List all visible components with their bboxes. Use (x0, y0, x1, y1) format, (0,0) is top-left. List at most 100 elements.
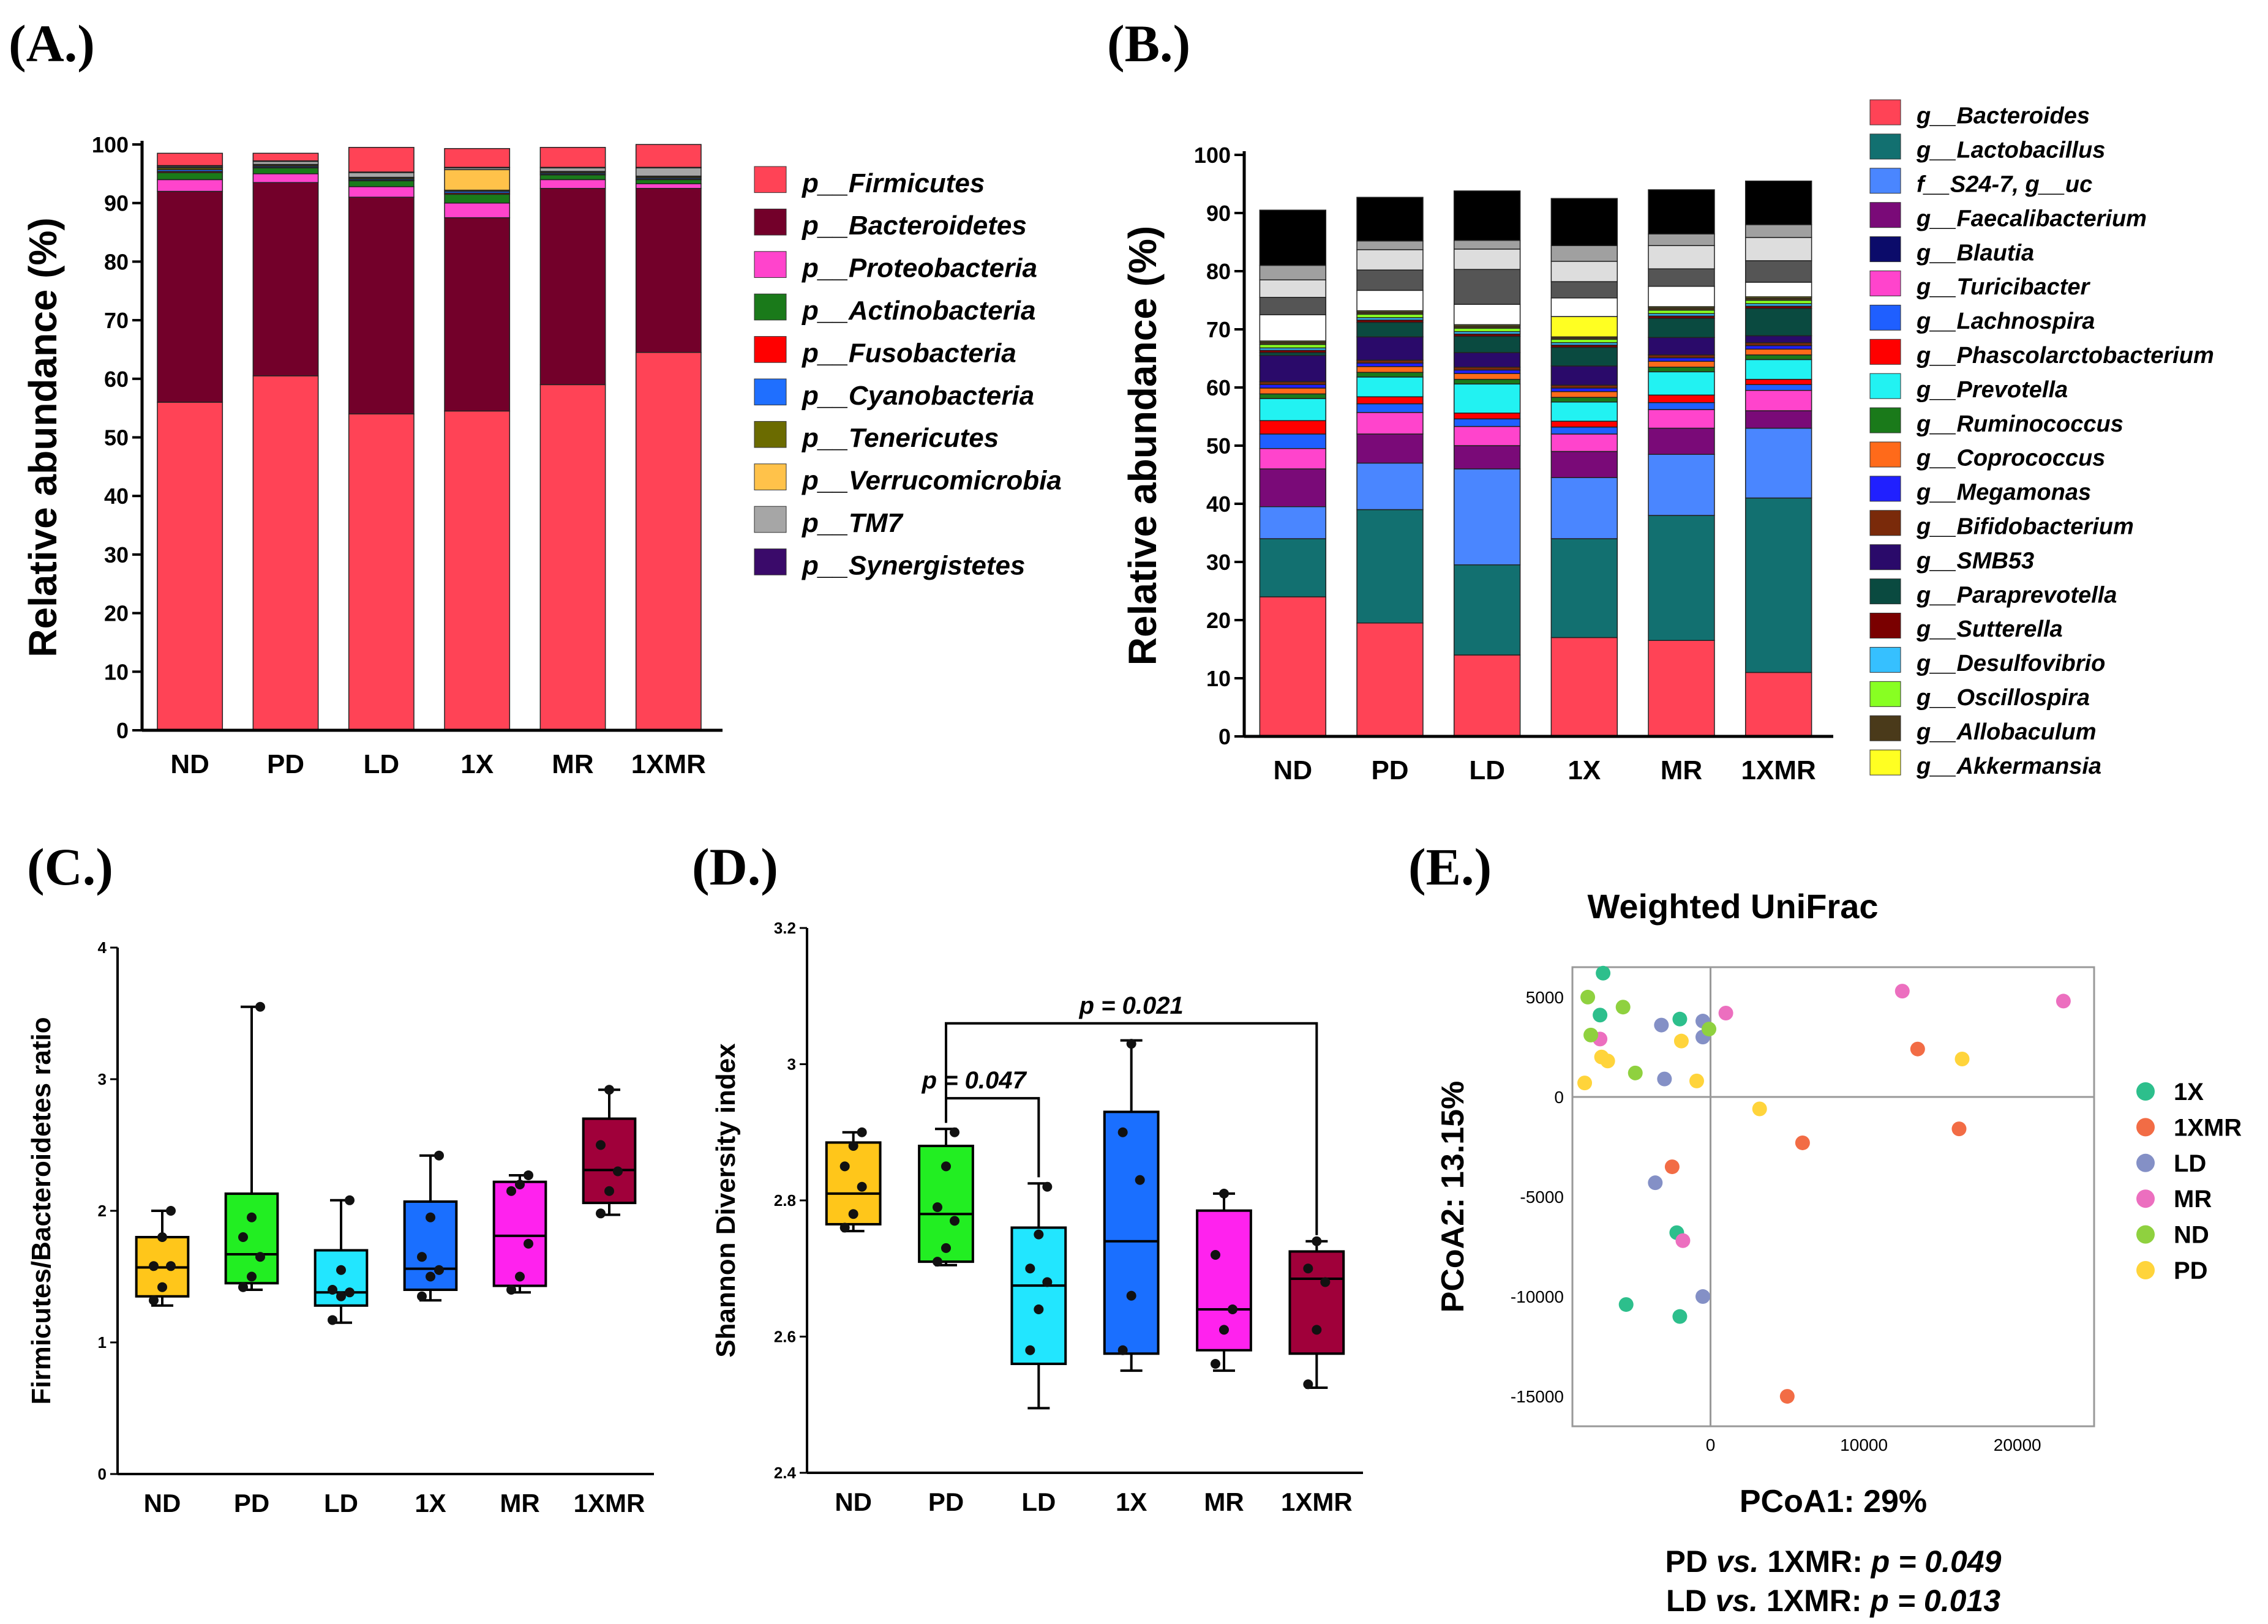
bar-segment (1453, 445, 1521, 470)
y-tick-label: 100 (1194, 143, 1231, 168)
bar-segment (1744, 308, 1812, 337)
bar-segment (1648, 409, 1715, 429)
bar-segment (1744, 345, 1812, 350)
bar-segment (1648, 402, 1715, 410)
data-point (848, 1141, 858, 1151)
data-point (1042, 1181, 1053, 1192)
panel-label-e: (E.) (1408, 837, 1492, 896)
y-tick-label: 30 (1206, 550, 1231, 575)
bar-segment (1744, 410, 1812, 429)
x-tick-label: PD (267, 749, 304, 779)
y-tick-label: 70 (1206, 317, 1231, 342)
bar-segment (252, 375, 319, 731)
y-tick-label: 3 (787, 1055, 796, 1074)
data-point (434, 1265, 444, 1275)
legend-label: g__Desulfovibrio (1916, 651, 2105, 676)
data-point (848, 1209, 858, 1219)
bar-segment (444, 193, 511, 204)
x-tick-label: ND (170, 749, 209, 779)
scatter-point (1951, 1121, 1967, 1137)
legend-label: g__Sutterella (1916, 616, 2063, 642)
bar-segment (1259, 393, 1327, 399)
bar-segment (1356, 396, 1424, 405)
legend-label: p__Tenericutes (802, 423, 999, 453)
bar-segment (157, 179, 223, 192)
bar-segment (1259, 468, 1327, 507)
bar-segment (1648, 371, 1715, 396)
legend-swatch (754, 463, 787, 490)
legend-swatch (1869, 99, 1901, 125)
bar-segment (1259, 448, 1327, 470)
scatter-point (1654, 1017, 1669, 1033)
y-tick-label: 5000 (1526, 988, 1564, 1007)
legend-label: MR (2174, 1186, 2212, 1213)
bar-segment (1356, 509, 1424, 624)
bar-segment (635, 351, 702, 731)
bar-segment (1648, 245, 1715, 269)
bar-segment (1259, 387, 1327, 395)
data-point (1117, 1127, 1128, 1137)
data-point (933, 1202, 942, 1213)
legend-label: 1X (2174, 1079, 2204, 1106)
bar-segment (1356, 321, 1424, 338)
bar-segment (635, 179, 702, 184)
bar-segment (539, 147, 606, 168)
legend-label: g__Prevotella (1916, 377, 2068, 403)
scatter-point (1695, 1289, 1710, 1304)
data-point (1126, 1290, 1136, 1301)
data-point (1034, 1229, 1044, 1240)
data-point (157, 1232, 167, 1242)
bar-segment (1453, 304, 1521, 326)
data-point (1303, 1379, 1313, 1390)
legend-swatch (1869, 339, 1901, 365)
bar-segment (348, 413, 415, 731)
legend-swatch (1869, 304, 1901, 331)
bar-segment (1744, 299, 1812, 304)
legend-swatch (1869, 681, 1901, 707)
x-tick-label: 0 (1706, 1435, 1716, 1454)
bar-segment (1648, 318, 1715, 339)
box (224, 1192, 279, 1285)
scatter-point (1596, 965, 1611, 981)
bar-segment (1259, 433, 1327, 449)
y-tick-label: 20 (1206, 608, 1231, 633)
x-tick-label: 1XMR (1741, 755, 1816, 785)
legend-marker (2136, 1082, 2155, 1101)
bar-segment (444, 217, 511, 412)
bar-segment (1744, 359, 1812, 380)
legend-swatch (754, 548, 787, 575)
scatter-point (1648, 1175, 1663, 1191)
legend-label: g__Ruminococcus (1916, 411, 2123, 437)
legend-swatch (1869, 133, 1901, 160)
data-point (857, 1127, 867, 1137)
data-point (857, 1181, 867, 1192)
x-tick-label: LD (364, 749, 400, 779)
scatter-point (1577, 1076, 1593, 1091)
panel-label-a: (A.) (9, 14, 95, 73)
legend-swatch (1869, 202, 1901, 228)
y-tick-label: 50 (104, 425, 129, 451)
legend-swatch (1869, 271, 1901, 296)
plot-frame (1571, 966, 2095, 1428)
stat-mid: 1XMR: (1758, 1584, 1870, 1618)
data-point (596, 1140, 606, 1150)
y-tick-label: 20 (104, 601, 129, 626)
bar-segment (1453, 383, 1521, 414)
bar-segment (1259, 420, 1327, 435)
panel-label-b: (B.) (1107, 14, 1190, 73)
bar-segment (444, 410, 511, 731)
y-tick-label: 2.8 (774, 1191, 796, 1210)
data-point (1312, 1236, 1322, 1246)
y-tick-label: 2 (98, 1202, 107, 1220)
bar-segment (1744, 497, 1812, 673)
bar-segment (1744, 237, 1812, 261)
legend-swatch (1869, 544, 1901, 571)
bar-segment (157, 402, 223, 731)
bar-segment (1550, 261, 1618, 282)
data-point (1228, 1304, 1237, 1314)
bar-segment (1356, 412, 1424, 435)
bar-segment (1356, 313, 1424, 318)
stat-vs: vs. (1716, 1584, 1759, 1618)
legend-swatch (754, 251, 787, 278)
